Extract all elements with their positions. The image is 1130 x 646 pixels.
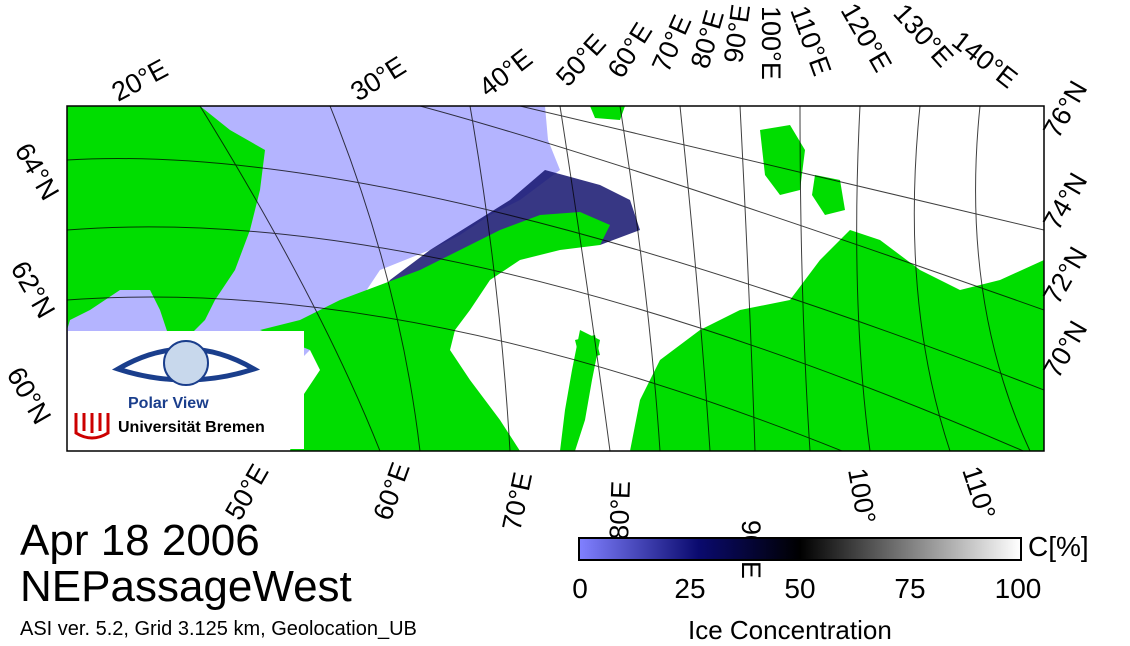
logo-subtitle: Universität Bremen — [118, 419, 265, 436]
metadata-line: ASI ver. 5.2, Grid 3.125 km, Geolocation… — [20, 618, 417, 640]
land-island-5 — [575, 335, 600, 360]
right-latitude-labels: 76°N 74°N 72°N 70°N — [1037, 76, 1093, 383]
colorbar — [578, 537, 1022, 561]
land-island-3 — [590, 106, 625, 120]
land-siberia — [630, 230, 1044, 451]
longitude-label: 80°E — [604, 480, 636, 540]
colorbar-title: Ice Concentration — [688, 615, 892, 645]
longitude-label: 100°E — [756, 6, 786, 80]
latitude-label: 64°N — [9, 138, 65, 205]
polar-view-logo: Polar View Universität Bremen — [68, 331, 304, 449]
longitude-label: 70°E — [497, 469, 539, 533]
latitude-label: 70°N — [1037, 316, 1093, 383]
colorbar-tick: 0 — [572, 573, 588, 604]
logo-title: Polar View — [128, 395, 209, 412]
land-island-2 — [812, 175, 845, 215]
longitude-label: 30°E — [345, 50, 411, 107]
land-island-4 — [340, 326, 366, 350]
land-kola — [260, 212, 610, 451]
colorbar-tick: 50 — [784, 573, 816, 604]
colorbar-unit: C[%] — [1028, 531, 1089, 562]
longitude-label: 50°E — [550, 28, 612, 92]
land-severnaya — [760, 125, 805, 195]
land-scandinavia — [67, 106, 265, 340]
university-crest-icon — [74, 413, 110, 440]
longitude-label: 110° — [956, 463, 1001, 523]
longitude-label: 20°E — [107, 53, 173, 107]
land-novaya-zemlya — [560, 330, 600, 451]
latitude-label: 74°N — [1037, 168, 1093, 235]
eye-icon — [111, 340, 261, 386]
longitude-label: 90°E — [718, 2, 756, 64]
colorbar-tick: 25 — [674, 573, 706, 604]
longitude-label: 60°E — [367, 458, 415, 524]
latitude-label: 72°N — [1037, 242, 1093, 309]
longitude-label: 100° — [842, 466, 881, 526]
latitude-label: 76°N — [1037, 76, 1093, 143]
map-content — [67, 106, 1044, 451]
longitude-label: 130°E — [888, 0, 960, 73]
colorbar-tick: 75 — [894, 573, 926, 604]
latitude-label: 62°N — [5, 256, 61, 323]
longitude-label: 120°E — [835, 0, 898, 77]
region-name: NEPassageWest — [20, 562, 352, 611]
colorbar-tick: 100 — [994, 573, 1042, 604]
latitude-label: 60°N — [1, 362, 57, 429]
longitude-label: 140°E — [946, 25, 1023, 94]
longitude-label: 110°E — [784, 2, 837, 80]
left-latitude-labels: 64°N 62°N 60°N — [1, 138, 65, 429]
longitude-label: 40°E — [473, 43, 538, 103]
top-longitude-labels: 20°E 30°E 40°E 50°E60°E70°E80°E90°E 100°E110… — [107, 0, 1023, 107]
map-date: Apr 18 2006 — [20, 516, 260, 565]
longitude-label: 60°E — [602, 17, 659, 83]
graticule — [67, 106, 1044, 451]
map-frame — [66, 105, 1045, 452]
